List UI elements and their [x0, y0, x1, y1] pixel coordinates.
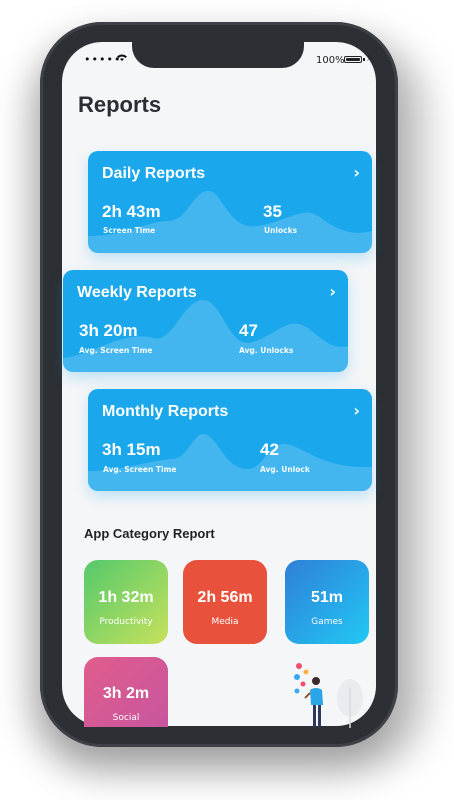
tile-label: Social [112, 713, 140, 723]
tile-label: Games [311, 617, 343, 627]
stat-label: Avg. Screen Time [103, 465, 177, 474]
wave-decoration [63, 300, 348, 372]
tile-value: 2h 56m [197, 589, 253, 606]
category-tile-media[interactable]: 2h 56m Media [183, 560, 267, 644]
tile-value: 1h 32m [98, 589, 154, 606]
category-tile-games[interactable]: 51m Games [285, 560, 369, 644]
battery-percentage: 100% [316, 55, 345, 66]
stat-value: 42 [260, 440, 279, 459]
section-title: App Category Report [84, 526, 215, 541]
stat-label: Unlocks [264, 226, 298, 235]
stat-value: 3h 20m [79, 321, 138, 340]
wave-decoration [88, 434, 372, 491]
category-tile-productivity[interactable]: 1h 32m Productivity [84, 560, 168, 644]
card-title: Weekly Reports [77, 284, 197, 301]
chevron-right-icon[interactable]: › [329, 282, 336, 301]
stat-label: Avg. Unlock [260, 465, 310, 474]
card-title: Monthly Reports [102, 403, 229, 420]
wifi-icon [117, 54, 127, 61]
tile-label: Productivity [99, 617, 153, 627]
chevron-right-icon[interactable]: › [353, 163, 360, 182]
tile-label: Media [211, 617, 239, 627]
stat-value: 2h 43m [102, 202, 161, 221]
monthly-report-card[interactable]: Monthly Reports › 3h 15m Avg. Screen Tim… [88, 389, 372, 491]
phone-notch [132, 42, 304, 68]
daily-report-card[interactable]: Daily Reports › 2h 43m Screen Time 35 Un… [88, 151, 372, 253]
page-title: Reports [78, 92, 162, 117]
stat-value: 3h 15m [102, 440, 161, 459]
tile-value: 3h 2m [102, 685, 150, 702]
wave-decoration [88, 191, 372, 253]
category-tile-social[interactable]: 3h 2m Social [84, 657, 168, 727]
tile-value: 51m [310, 589, 344, 606]
signal-strength: ••••• [84, 53, 122, 66]
stat-value: 47 [239, 321, 258, 340]
battery-tip [363, 58, 365, 61]
person-illustration [294, 663, 363, 728]
battery-icon [344, 56, 362, 63]
stat-label: Avg. Unlocks [239, 346, 294, 355]
charging-icon: ⚡ [366, 53, 374, 64]
stat-label: Screen Time [103, 226, 156, 235]
stat-value: 35 [263, 202, 282, 221]
chevron-right-icon[interactable]: › [353, 401, 360, 420]
weekly-report-card[interactable]: Weekly Reports › 3h 20m Avg. Screen Time… [63, 270, 348, 372]
card-title: Daily Reports [102, 165, 206, 182]
stat-label: Avg. Screen Time [79, 346, 153, 355]
